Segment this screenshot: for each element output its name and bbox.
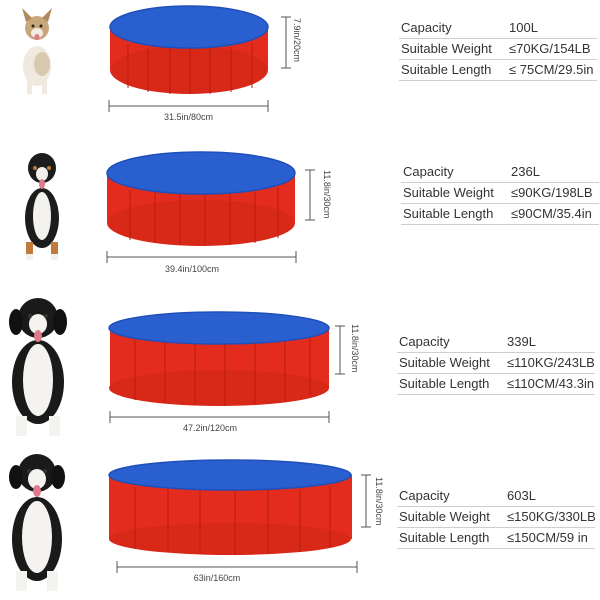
spec-value: 603L <box>507 488 536 503</box>
spec-row: Suitable Length ≤90CM/35.4in <box>401 204 599 225</box>
pool-row-4: 63in/160cm 11.8in/30cm Capacity 603L Suit… <box>0 445 600 600</box>
spec-key: Capacity <box>399 334 450 349</box>
medium-dog-icon <box>25 153 59 260</box>
spec-value: ≤110KG/243LB <box>507 355 595 370</box>
spec-value: ≤90CM/35.4in <box>511 206 592 221</box>
spec-row: Capacity 236L <box>401 162 599 183</box>
pool-2-width-label: 39.4in/100cm <box>164 264 220 274</box>
spec-value: 339L <box>507 334 536 349</box>
extra-large-dog-icon <box>9 454 65 591</box>
spec-key: Suitable Weight <box>401 41 492 56</box>
spec-row: Suitable Length ≤150CM/59 in <box>397 528 595 549</box>
spec-key: Suitable Length <box>403 206 494 221</box>
pool-4-width-label: 63in/160cm <box>193 573 241 583</box>
spec-value: ≤150CM/59 in <box>507 530 588 545</box>
spec-key: Suitable Length <box>399 530 490 545</box>
spec-row: Suitable Weight ≤110KG/243LB <box>397 353 595 374</box>
pool-80cm <box>108 5 291 112</box>
spec-row: Suitable Length ≤ 75CM/29.5in <box>399 60 597 81</box>
pool-4-specs: Capacity 603L Suitable Weight ≤150KG/330LB… <box>397 486 596 549</box>
spec-row: Suitable Weight ≤150KG/330LB <box>397 507 596 528</box>
spec-value: 236L <box>511 164 540 179</box>
pool-1-specs: Capacity 100L Suitable Weight ≤70KG/154LB … <box>399 18 597 81</box>
pool-4-height-label: 11.8in/30cm <box>374 477 384 526</box>
spec-value: ≤70KG/154LB <box>509 41 591 56</box>
spec-key: Suitable Weight <box>403 185 494 200</box>
large-dog-icon <box>9 298 67 436</box>
pool-2-height-label: 11.8in/30cm <box>322 170 332 219</box>
spec-value: ≤150KG/330LB <box>507 509 596 524</box>
spec-key: Capacity <box>403 164 454 179</box>
pool-row-1: 31.5in/80cm 7.9in/20cm Capacity 100L Suit… <box>0 0 600 140</box>
spec-value: ≤110CM/43.3in <box>507 376 595 391</box>
spec-key: Suitable Weight <box>399 355 490 370</box>
spec-value: 100L <box>509 20 538 35</box>
pool-1-width-label: 31.5in/80cm <box>163 112 214 122</box>
spec-key: Capacity <box>401 20 452 35</box>
pool-3-specs: Capacity 339L Suitable Weight ≤110KG/243LB… <box>397 332 595 395</box>
small-dog-icon <box>22 8 52 94</box>
pool-160cm <box>108 459 371 573</box>
spec-row: Suitable Weight ≤70KG/154LB <box>399 39 597 60</box>
spec-key: Suitable Weight <box>399 509 490 524</box>
pool-3-height-label: 11.8in/30cm <box>350 324 360 373</box>
spec-row: Suitable Length ≤110CM/43.3in <box>397 374 595 395</box>
pool-row-2: 39.4in/100cm 11.8in/30cm Capacity 236L Su… <box>0 140 600 290</box>
spec-row: Capacity 603L <box>397 486 595 507</box>
spec-row: Suitable Weight ≤90KG/198LB <box>401 183 599 204</box>
spec-value: ≤ 75CM/29.5in <box>509 62 594 77</box>
pool-row-3: 47.2in/120cm 11.8in/30cm Capacity 339L Su… <box>0 290 600 445</box>
pool-120cm <box>108 311 345 423</box>
spec-row: Capacity 100L <box>399 18 597 39</box>
spec-key: Suitable Length <box>401 62 492 77</box>
spec-row: Capacity 339L <box>397 332 595 353</box>
pool-1-height-label: 7.9in/20cm <box>292 18 302 63</box>
pool-2-specs: Capacity 236L Suitable Weight ≤90KG/198LB … <box>401 162 599 225</box>
pool-100cm <box>106 151 315 263</box>
spec-value: ≤90KG/198LB <box>511 185 593 200</box>
pool-3-width-label: 47.2in/120cm <box>182 423 238 433</box>
spec-key: Capacity <box>399 488 450 503</box>
spec-key: Suitable Length <box>399 376 490 391</box>
